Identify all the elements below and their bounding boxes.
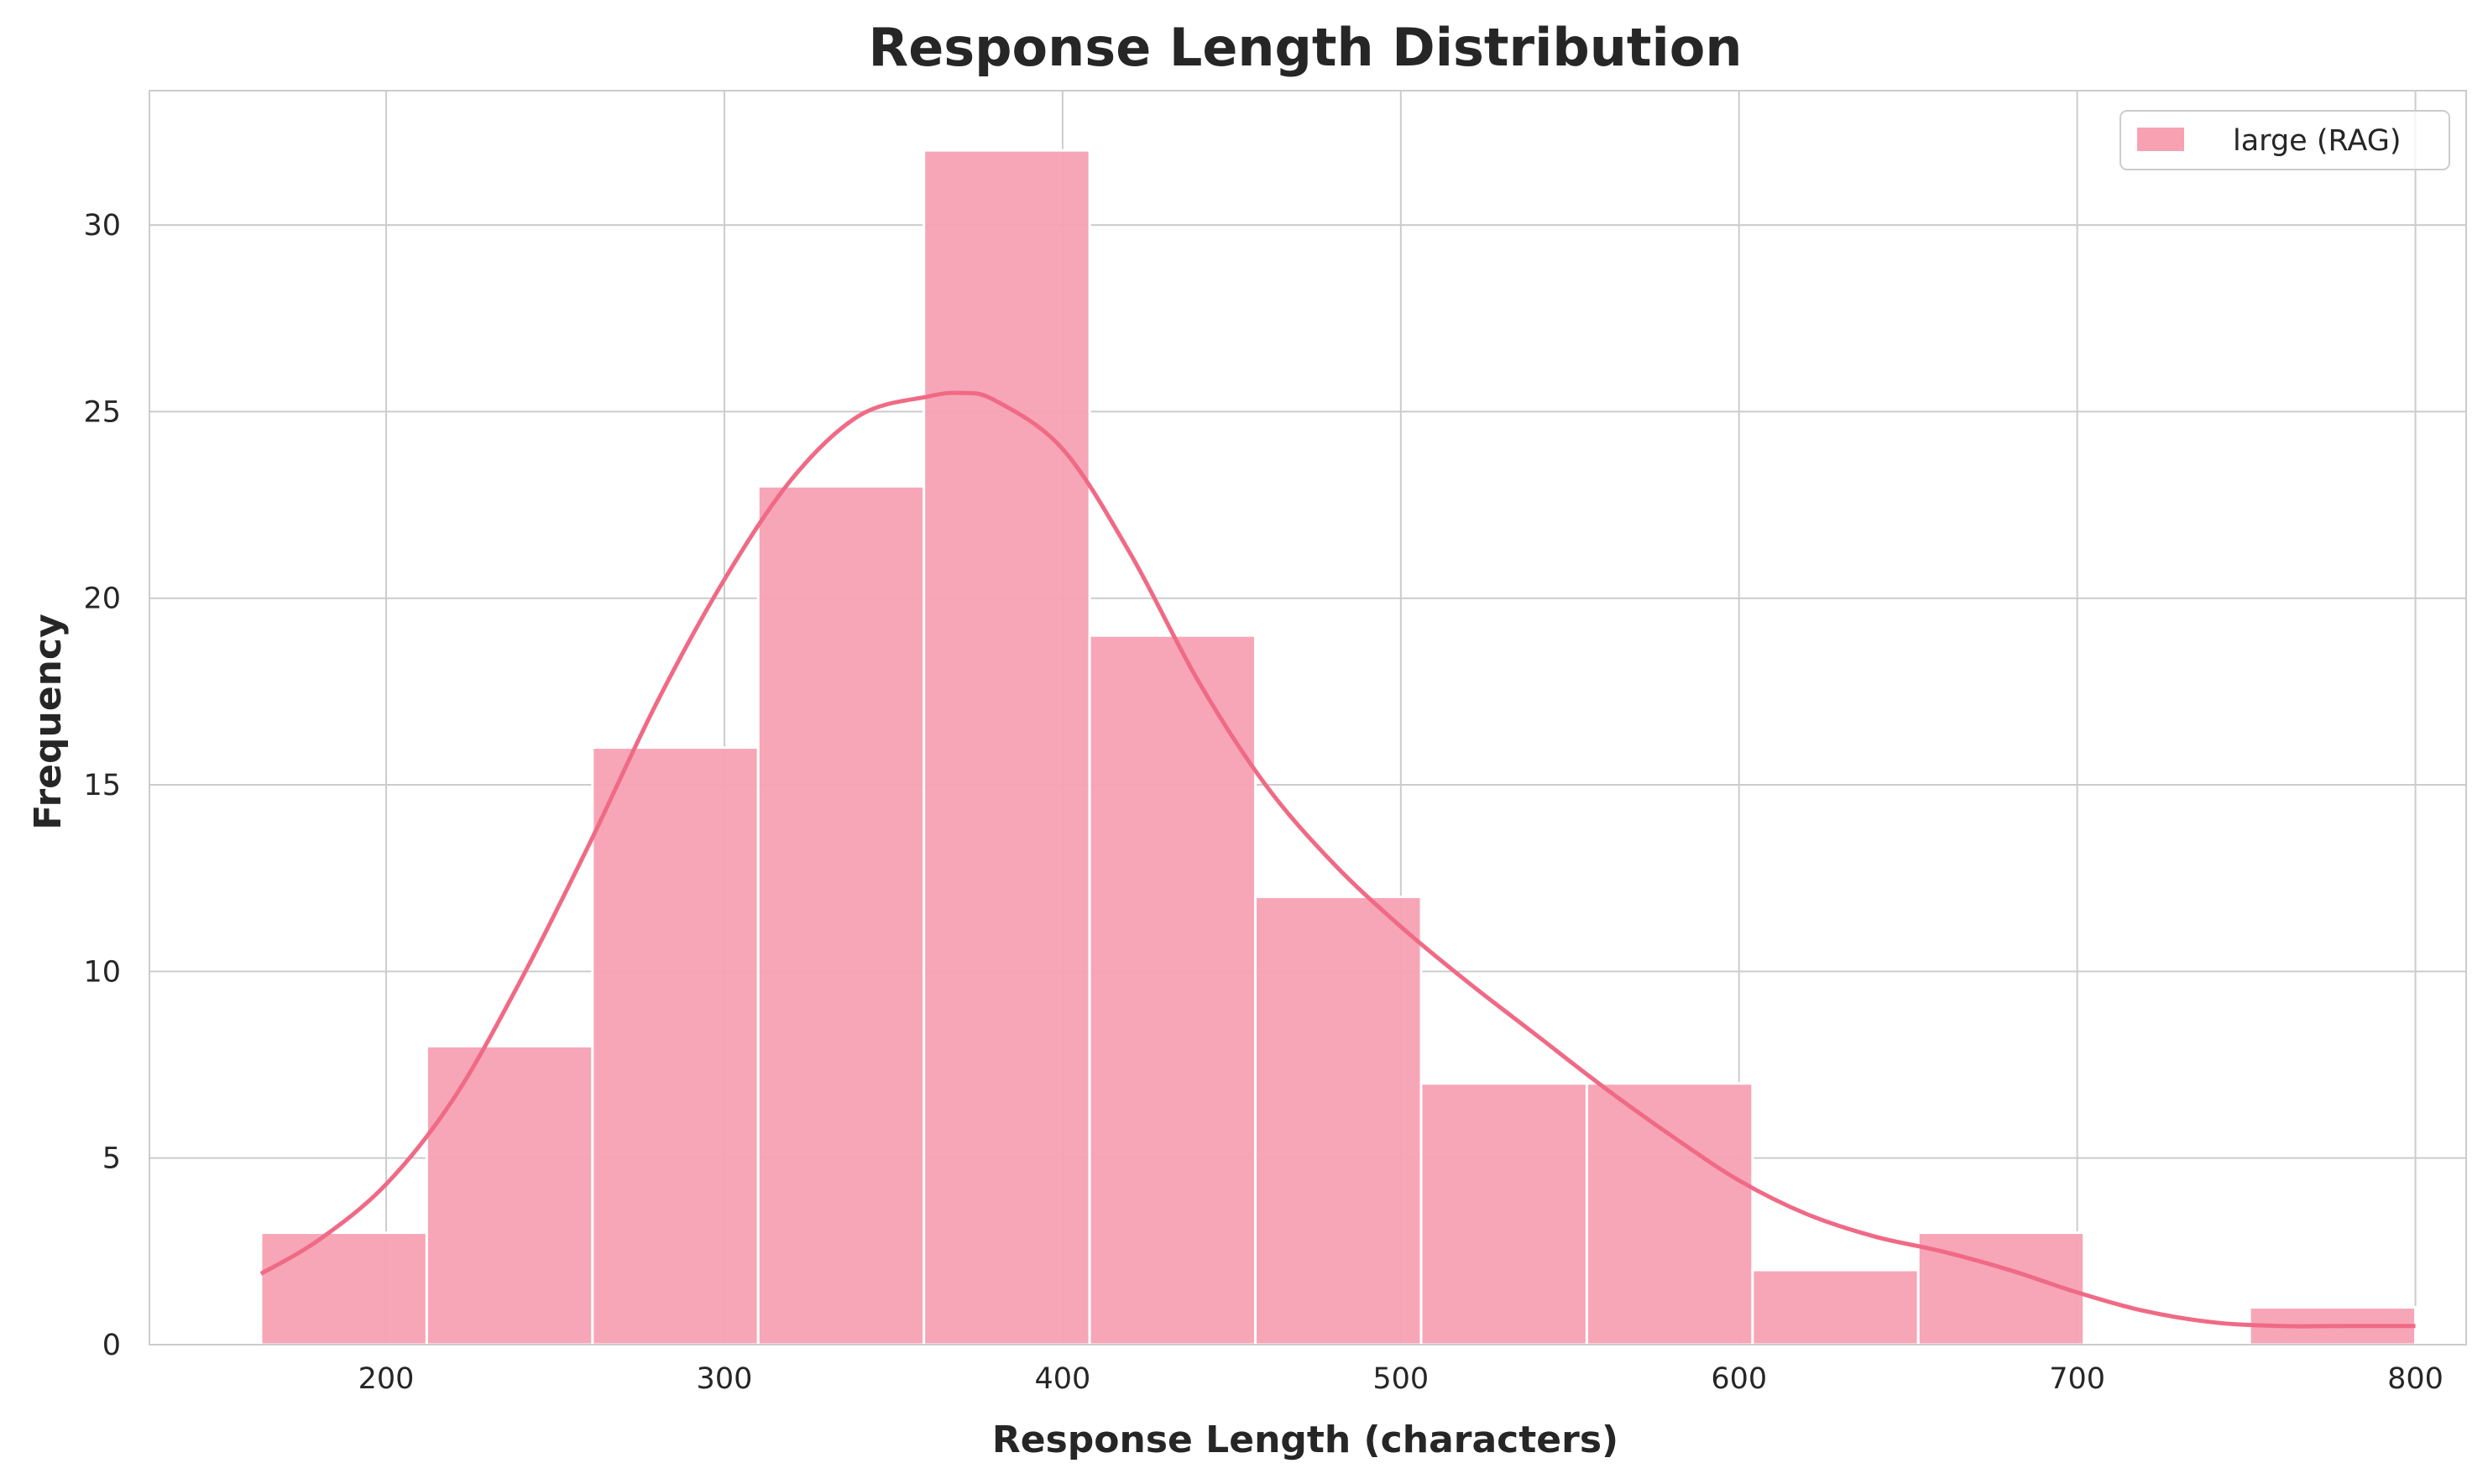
y-axis-ticks: 0 5 10 15 20 25 30 — [83, 209, 121, 1362]
y-tick-label: 5 — [102, 1142, 121, 1176]
histogram-bar — [425, 1044, 594, 1346]
legend-swatch — [2137, 128, 2184, 151]
y-axis-title: Frequency — [27, 614, 70, 830]
y-tick-label: 20 — [83, 583, 121, 616]
histogram-bar — [1751, 1268, 1920, 1346]
histogram-bar — [923, 149, 1091, 1346]
histogram-bar — [1585, 1082, 1754, 1346]
x-tick-label: 700 — [2049, 1362, 2105, 1396]
plot-area-frame — [149, 90, 2467, 1346]
histogram-bar — [1088, 634, 1257, 1346]
x-tick-label: 500 — [1372, 1362, 1429, 1396]
x-tick-label: 600 — [1711, 1362, 1767, 1396]
y-tick-label: 25 — [83, 395, 121, 429]
chart-title: Response Length Distribution — [868, 17, 1742, 78]
x-tick-label: 200 — [358, 1362, 415, 1396]
legend-box — [2120, 110, 2450, 170]
y-tick-label: 30 — [83, 209, 121, 243]
x-tick-label: 400 — [1034, 1362, 1090, 1396]
kde-curve-layer — [259, 390, 2416, 1329]
x-axis-title: Response Length (characters) — [992, 1419, 1618, 1461]
histogram-bar — [756, 484, 926, 1346]
kde-curve — [259, 390, 2416, 1329]
histogram-bar — [259, 1231, 428, 1346]
y-tick-label: 10 — [83, 955, 121, 989]
x-tick-label: 300 — [697, 1362, 753, 1396]
histogram-bars — [259, 149, 2417, 1346]
y-tick-label: 15 — [83, 769, 121, 802]
histogram-bar — [591, 746, 760, 1346]
histogram-bar — [1419, 1082, 1588, 1346]
x-tick-label: 800 — [2387, 1362, 2444, 1396]
y-tick-label: 0 — [102, 1329, 121, 1362]
legend-label: large (RAG) — [2233, 124, 2401, 158]
legend: large (RAG) — [2120, 110, 2450, 170]
x-axis-ticks: 200 300 400 500 600 700 800 — [358, 1362, 2444, 1396]
histogram-bar — [1254, 895, 1423, 1346]
